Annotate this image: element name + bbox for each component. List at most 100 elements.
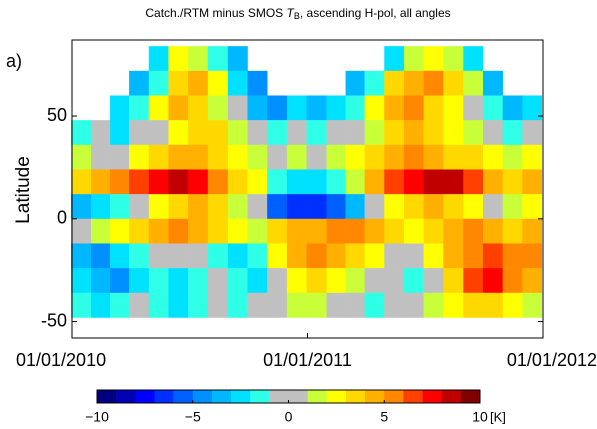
heatmap-cell [208, 268, 228, 293]
heatmap-cell [384, 194, 404, 219]
heatmap-cell [228, 46, 248, 71]
heatmap-cell [267, 243, 287, 268]
heatmap-cell [267, 120, 287, 145]
heatmap-cell [149, 95, 169, 120]
heatmap-cell [463, 293, 483, 318]
colorbar-swatch [289, 390, 308, 403]
colorbar-swatch [174, 390, 193, 403]
heatmap-cell [71, 268, 91, 293]
heatmap-cell [503, 243, 523, 268]
heatmap-cell [384, 293, 404, 318]
heatmap-cell [228, 268, 248, 293]
heatmap-cell [267, 219, 287, 244]
heatmap-cell [443, 169, 463, 194]
heatmap-cell [208, 169, 228, 194]
heatmap-cell [188, 46, 208, 71]
heatmap-cell [483, 145, 503, 170]
title-text: Catch./RTM minus SMOS [145, 6, 286, 20]
heatmap-cell [327, 293, 346, 318]
heatmap-cell [503, 95, 523, 120]
heatmap-cell [483, 71, 503, 96]
heatmap-cell [384, 95, 404, 120]
heatmap-cell [327, 268, 346, 293]
heatmap-cell [346, 219, 365, 244]
heatmap-cell [346, 268, 365, 293]
heatmap-cell [404, 243, 424, 268]
heatmap-cell [384, 120, 404, 145]
heatmap-cell [443, 268, 463, 293]
heatmap-cell [307, 219, 327, 244]
heatmap-cell [307, 120, 327, 145]
heatmap-cell [188, 243, 208, 268]
heatmap-cell [365, 219, 385, 244]
heatmap-cell [404, 120, 424, 145]
heatmap-cell [483, 95, 503, 120]
heatmap-cell [91, 219, 110, 244]
heatmap-cell [208, 95, 228, 120]
heatmap-cell [307, 145, 327, 170]
heatmap-cell [129, 293, 149, 318]
heatmap-cell [168, 219, 188, 244]
heatmap-cell [522, 95, 542, 120]
heatmap-cell [384, 169, 404, 194]
heatmap-cell [307, 268, 327, 293]
heatmap-cell [71, 194, 91, 219]
heatmap-cell [424, 145, 444, 170]
heatmap-cell [503, 293, 523, 318]
heatmap-cell [365, 268, 385, 293]
heatmap-cell [483, 293, 503, 318]
heatmap-cell [365, 169, 385, 194]
colorbar-tick-label: −5 [185, 409, 201, 425]
heatmap-cell [149, 268, 169, 293]
heatmap-cell [168, 293, 188, 318]
heatmap-cell [503, 169, 523, 194]
heatmap-cell [424, 219, 444, 244]
heatmap-cell [346, 71, 365, 96]
heatmap-cell [503, 145, 523, 170]
y-axis-label: Latitude [13, 156, 34, 224]
heatmap-cell [110, 219, 129, 244]
heatmap-cell [228, 145, 248, 170]
heatmap-cell [522, 194, 542, 219]
heatmap-cell [228, 71, 248, 96]
heatmap-cell [247, 145, 267, 170]
heatmap-cell [384, 243, 404, 268]
heatmap-cell [188, 95, 208, 120]
heatmap-cell [71, 219, 91, 244]
heatmap-cell [110, 169, 129, 194]
heatmap-cell [522, 268, 542, 293]
heatmap-cell [149, 194, 169, 219]
heatmap-cell [384, 145, 404, 170]
colorbar-swatch [403, 390, 422, 403]
heatmap-cell [443, 46, 463, 71]
heatmap [71, 46, 542, 318]
heatmap-cell [404, 71, 424, 96]
heatmap-cell [424, 71, 444, 96]
heatmap-cell [168, 46, 188, 71]
heatmap-cell [327, 169, 346, 194]
heatmap-cell [188, 169, 208, 194]
heatmap-cell [327, 219, 346, 244]
heatmap-cell [71, 169, 91, 194]
heatmap-cell [287, 243, 307, 268]
heatmap-cell [168, 194, 188, 219]
heatmap-cell [443, 293, 463, 318]
heatmap-cell [307, 243, 327, 268]
heatmap-cell [287, 120, 307, 145]
colorbar-swatch [461, 390, 480, 403]
heatmap-cell [463, 219, 483, 244]
heatmap-cell [91, 120, 110, 145]
heatmap-cell [149, 293, 169, 318]
x-tick-label: 01/01/2011 [263, 350, 352, 370]
colorbar-swatch [193, 390, 212, 403]
heatmap-cell [208, 194, 228, 219]
heatmap-cell [365, 243, 385, 268]
colorbar-swatch [231, 390, 250, 403]
x-tick-label: 01/01/2010 [16, 350, 106, 370]
heatmap-cell [228, 169, 248, 194]
heatmap-cell [483, 120, 503, 145]
x-tick-label: 01/01/2012 [507, 350, 597, 370]
heatmap-cell [168, 169, 188, 194]
